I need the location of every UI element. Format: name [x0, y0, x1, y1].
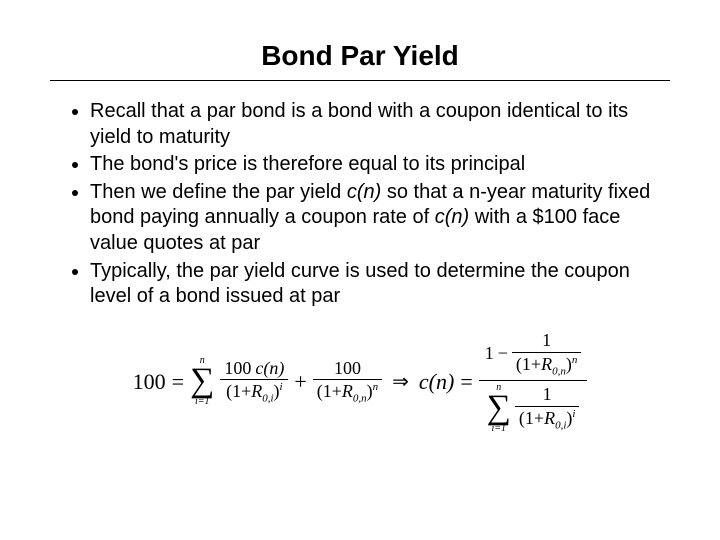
num-text: c(n): [255, 359, 284, 379]
numerator: 100c(n): [220, 358, 288, 380]
bullet-var: c(n): [435, 206, 469, 228]
bullet-text: Then we define the par yield: [90, 181, 347, 203]
bullet-item: The bond's price is therefore equal to i…: [90, 152, 670, 178]
slide: Bond Par Yield Recall that a par bond is…: [0, 0, 720, 540]
equals-sign: =: [172, 369, 184, 395]
formula-cn: c(n): [419, 369, 454, 395]
bullet-item: Then we define the par yield c(n) so tha…: [90, 180, 670, 257]
formula-lhs: 100: [133, 369, 166, 395]
inner-fraction: 1 (1+R0,i)i: [515, 384, 580, 432]
denominator: (1+R0,i)i: [222, 380, 287, 406]
bullet-text: The bond's price is therefore equal to i…: [90, 153, 525, 175]
par-yield-formula: 100 = n ∑ i=1 100c(n) (1+R0,i)i + 100 (1…: [50, 328, 670, 436]
implies-arrow: ⇒: [388, 369, 413, 394]
denominator: n ∑ i=1 1 (1+R0,i)i: [481, 381, 586, 436]
bullet-item: Recall that a par bond is a bond with a …: [90, 99, 670, 150]
equals-sign: =: [460, 369, 472, 395]
sum-lower: i=1: [195, 397, 210, 407]
denominator: (1+R0,n)n: [313, 380, 382, 406]
bullet-text: Typically, the par yield curve is used t…: [90, 260, 630, 308]
title-divider: [50, 80, 670, 81]
fraction: 1 − 1 (1+R0,n)n n ∑ i=1: [479, 328, 588, 436]
bullet-item: Typically, the par yield curve is used t…: [90, 259, 670, 310]
summation: n ∑ i=1: [487, 383, 511, 434]
bullet-list: Recall that a par bond is a bond with a …: [50, 99, 670, 310]
plus-sign: +: [294, 369, 306, 395]
numerator: 1 − 1 (1+R0,n)n: [479, 328, 588, 380]
fraction: 100 (1+R0,n)n: [313, 358, 382, 406]
slide-title: Bond Par Yield: [50, 40, 670, 72]
inner-fraction: 1 (1+R0,n)n: [512, 330, 581, 378]
sigma-icon: ∑: [190, 366, 214, 397]
fraction: 100c(n) (1+R0,i)i: [220, 358, 288, 406]
num-text: 100: [224, 359, 251, 379]
numerator: 100: [330, 358, 365, 380]
summation: n ∑ i=1: [190, 356, 214, 407]
sigma-icon: ∑: [487, 393, 511, 424]
bullet-var: c(n): [347, 181, 381, 203]
bullet-text: Recall that a par bond is a bond with a …: [90, 100, 628, 148]
